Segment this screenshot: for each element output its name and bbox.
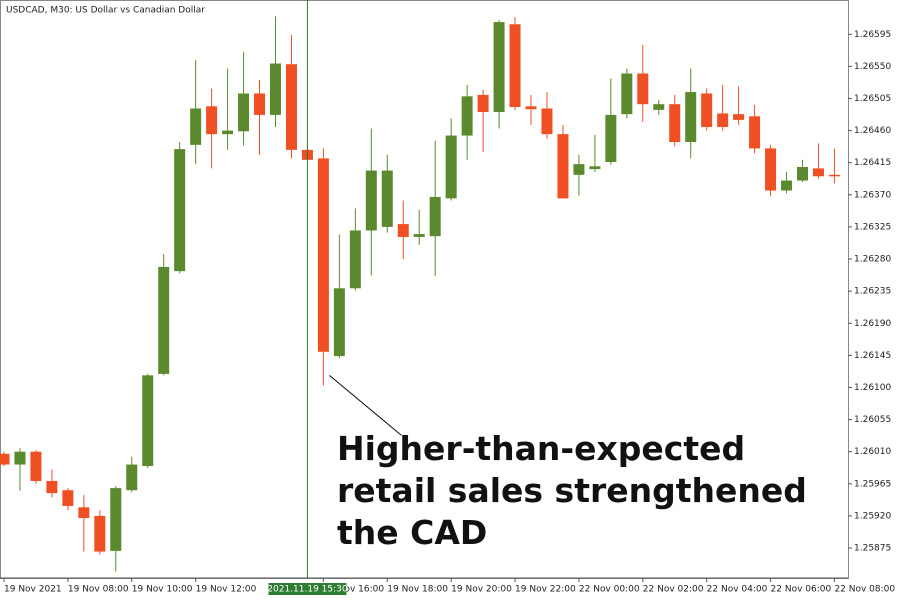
x-tick-label: 22 Nov 02:00 [643, 585, 704, 595]
candle-body [349, 230, 361, 289]
candle-body [541, 108, 553, 135]
y-tick-label: 1.26190 [854, 319, 891, 329]
y-tick-label: 1.26280 [854, 255, 891, 265]
y-tick-label: 1.26505 [854, 94, 891, 104]
candle-body [269, 63, 281, 115]
candle-body [509, 24, 521, 108]
y-tick-label: 1.26460 [854, 126, 891, 136]
y-tick-label: 1.25875 [854, 544, 891, 554]
x-tick-label: 19 Nov 10:00 [132, 585, 193, 595]
candle-body [317, 158, 329, 352]
candle-body [493, 22, 505, 113]
candle-body [525, 106, 537, 110]
y-tick-label: 1.26550 [854, 62, 891, 72]
candle-body [685, 92, 697, 143]
chart-title: USDCAD, M30: US Dollar vs Canadian Dolla… [6, 6, 205, 16]
candle-body [445, 135, 457, 199]
candle-body [653, 104, 665, 110]
annotation-text: retail sales strengthened [337, 471, 807, 510]
x-tick-label: 22 Nov 00:00 [579, 585, 640, 595]
candle-body [797, 166, 808, 181]
y-tick-label: 1.26145 [854, 351, 891, 361]
annotation-text: the CAD [337, 513, 487, 552]
candle-body [78, 507, 90, 519]
candle-body [126, 464, 138, 491]
x-tick-label: 19 Nov 20:00 [451, 585, 512, 595]
candle-body [717, 113, 729, 128]
candle-body [94, 515, 106, 552]
x-tick-label: 19 Nov 18:00 [387, 585, 448, 595]
candle-body [605, 114, 617, 162]
candle-body [381, 170, 393, 227]
candle-body [285, 64, 297, 150]
candle-body [14, 451, 26, 465]
candle-body [333, 288, 345, 357]
y-tick-label: 1.26010 [854, 447, 891, 457]
candle-body [238, 93, 250, 132]
y-tick-label: 1.26235 [854, 287, 891, 297]
y-tick-label: 1.26415 [854, 158, 891, 168]
candle-body [637, 73, 649, 105]
y-tick-label: 1.26370 [854, 190, 891, 200]
candle-body [158, 266, 170, 374]
candle-body [174, 149, 186, 272]
candle-body [190, 108, 202, 145]
candle-body [142, 375, 154, 466]
candle-body [557, 134, 569, 199]
candle-body [621, 73, 633, 115]
candle-body [701, 93, 713, 128]
x-tick-label: 22 Nov 08:00 [834, 585, 895, 595]
candle-body [46, 480, 58, 494]
candle-body [365, 170, 377, 231]
crosshair-label: 2021.11.19 15:30 [267, 585, 348, 595]
candle-body [254, 93, 266, 115]
candle-body [62, 490, 74, 506]
candle-body [110, 488, 122, 551]
y-tick-label: 1.26595 [854, 30, 891, 40]
candle-body [781, 180, 793, 191]
candle-body [812, 168, 824, 177]
candle-body [0, 453, 10, 465]
candle-body [222, 130, 234, 135]
y-tick-label: 1.26055 [854, 415, 891, 425]
x-tick-label: 19 Nov 16:00 [323, 585, 384, 595]
y-tick-label: 1.25965 [854, 479, 891, 489]
candle-body [749, 116, 761, 149]
candle-body [573, 164, 585, 175]
candle-body [733, 114, 745, 120]
annotation-pointer [329, 374, 402, 436]
candle-body [828, 174, 840, 177]
candle-body [589, 166, 601, 170]
x-tick-label: 22 Nov 06:00 [771, 585, 832, 595]
x-tick-label: 22 Nov 04:00 [707, 585, 768, 595]
candle-body [461, 96, 473, 136]
candle-body [413, 234, 425, 237]
candle-body [477, 94, 489, 113]
y-tick-label: 1.26100 [854, 383, 891, 393]
crosshair-label-box [268, 583, 347, 595]
y-tick-label: 1.26325 [854, 222, 891, 232]
x-tick-label: 19 Nov 08:00 [68, 585, 129, 595]
annotation-text: Higher-than-expected [337, 429, 745, 468]
y-tick-label: 1.25920 [854, 511, 891, 521]
candle-body [30, 451, 42, 481]
candle-body [765, 148, 777, 191]
x-tick-label: 19 Nov 12:00 [196, 585, 257, 595]
candle-body [429, 196, 441, 237]
candle-body [397, 224, 409, 237]
x-tick-label: 19 Nov 2021 [4, 585, 62, 595]
candle-body [669, 104, 681, 143]
x-tick-label: 19 Nov 22:00 [515, 585, 576, 595]
candle-body [206, 106, 218, 135]
